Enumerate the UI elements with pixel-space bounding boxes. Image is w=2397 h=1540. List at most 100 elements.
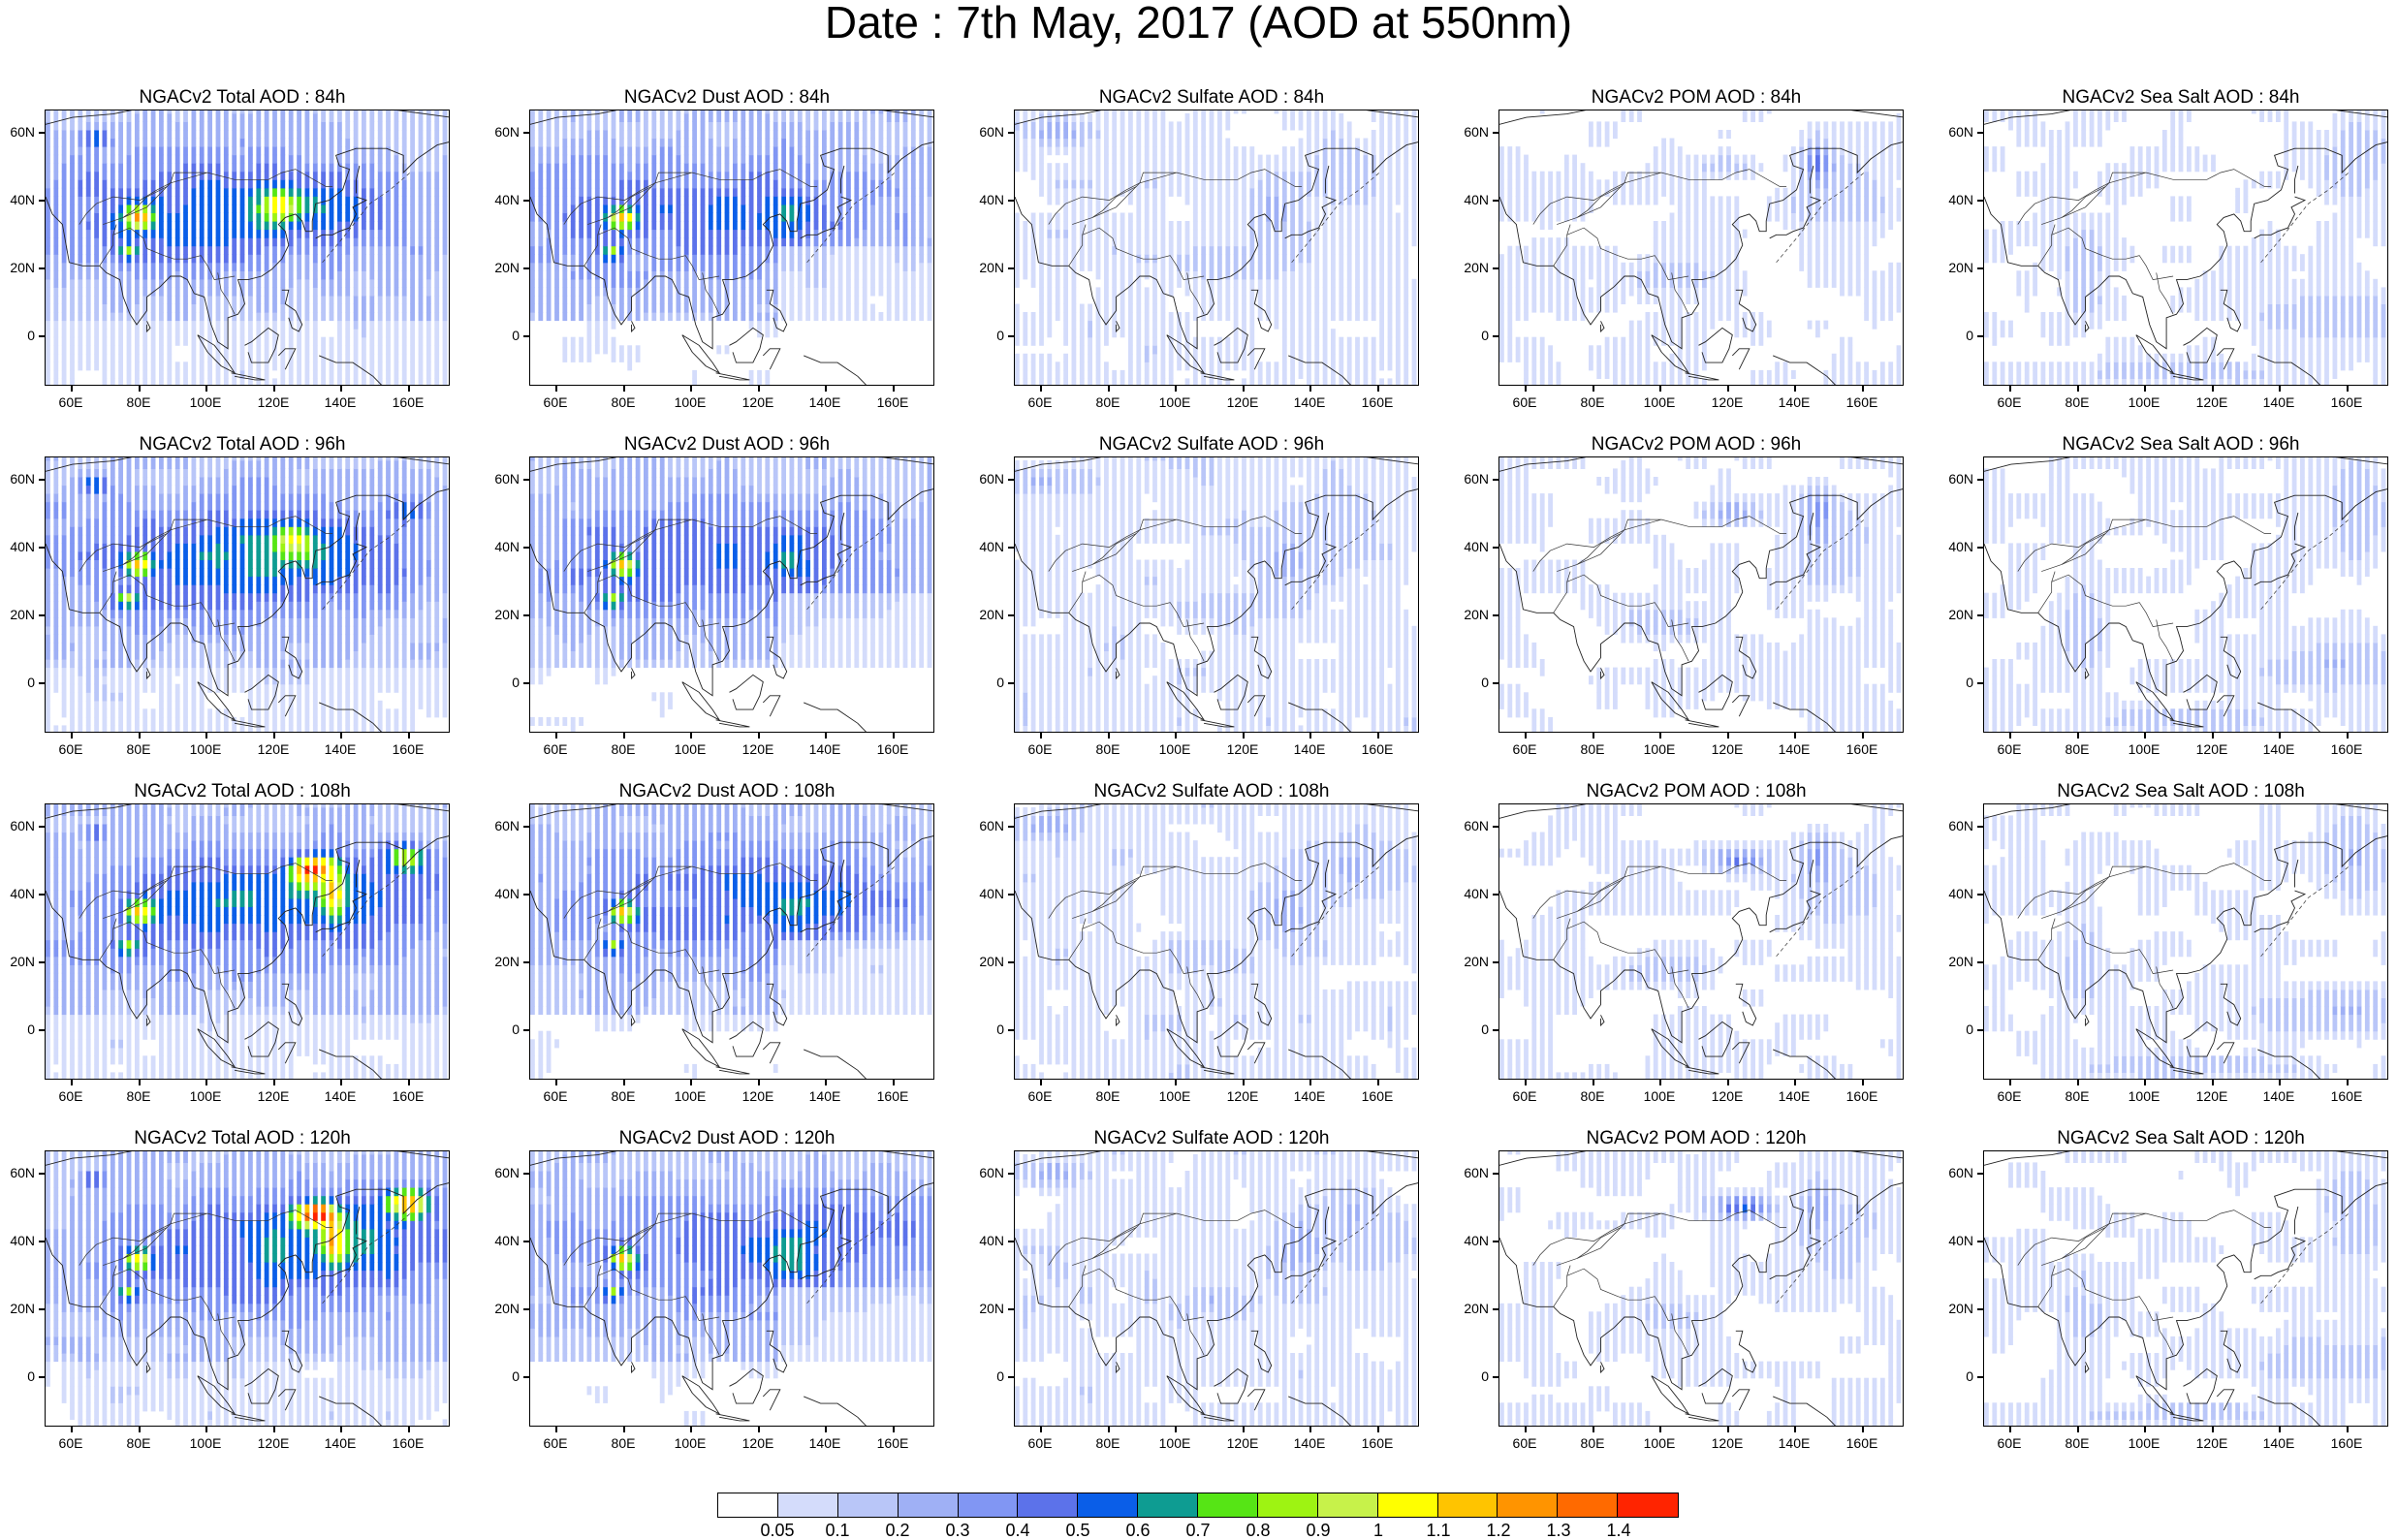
lon-tick-label: 140E [1770,1436,1818,1450]
colorbar-label: 0.1 [808,1522,867,1539]
map-plot-area [45,456,450,733]
lon-tick [2077,1080,2079,1085]
lat-tick [1977,200,1983,202]
lon-tick [1794,733,1796,739]
lon-tick [71,386,73,392]
colorbar-label: 0.9 [1289,1522,1347,1539]
lat-tick-label: 20N [0,261,35,274]
lon-tick [1593,1427,1594,1432]
lon-tick [139,1427,141,1432]
lon-tick [1108,1427,1110,1432]
lat-tick-label: 20N [965,1302,1004,1315]
lon-tick-label: 120E [1218,395,1267,409]
lon-tick [1243,386,1245,392]
lat-tick [39,826,45,828]
panel-title: NGACv2 Sulfate AOD : 108h [1008,781,1415,802]
lat-tick [1008,547,1014,549]
lon-tick-label: 80E [1568,1436,1617,1450]
map-plot-area [529,456,934,733]
lon-tick-label: 100E [1635,1089,1684,1103]
aod-field [1984,457,2388,733]
lat-tick [1493,961,1498,963]
lon-tick-label: 60E [1985,1436,2034,1450]
map-plot-area [1498,803,1904,1080]
aod-field [1984,804,2388,1080]
lon-tick [1659,1427,1661,1432]
lon-tick-label: 140E [2255,395,2303,409]
lon-tick-label: 140E [1770,742,1818,756]
lat-tick-label: 40N [1450,1234,1489,1247]
lon-tick-label: 80E [1084,1436,1132,1450]
lon-tick-label: 80E [599,1089,647,1103]
lat-tick [1008,1376,1014,1378]
lat-tick-label: 20N [1450,261,1489,274]
lon-tick-label: 100E [1151,395,1199,409]
lon-tick [1525,733,1527,739]
lon-tick-label: 80E [2053,395,2101,409]
lat-tick [1493,1173,1498,1175]
aod-field [1499,804,1904,1080]
lat-tick-label: 0 [1935,676,1973,689]
lon-tick-label: 60E [1016,742,1064,756]
lat-tick [1977,1308,1983,1310]
lon-tick-label: 120E [249,395,298,409]
lat-tick [1008,1308,1014,1310]
map-plot-area [1014,803,1419,1080]
lat-tick [523,267,529,269]
lon-tick [1727,733,1729,739]
lat-tick-label: 60N [1935,819,1973,833]
lat-tick [39,614,45,616]
lon-tick [758,733,760,739]
lon-tick-label: 160E [1838,1089,1886,1103]
lat-tick-label: 40N [1935,887,1973,900]
lon-tick [139,386,141,392]
lat-tick [523,479,529,481]
lon-tick-label: 80E [114,742,163,756]
lon-tick [623,1427,625,1432]
lon-tick-label: 140E [2255,1436,2303,1450]
lon-tick-label: 120E [1218,1089,1267,1103]
lon-tick-label: 60E [1500,395,1549,409]
lon-tick-label: 100E [1151,1436,1199,1450]
lon-tick-label: 100E [2120,1089,2168,1103]
lat-tick-label: 0 [1935,1022,1973,1036]
lat-tick [1493,547,1498,549]
lon-tick [2077,386,2079,392]
lon-tick [2077,733,2079,739]
lon-tick [2212,1427,2214,1432]
lon-tick-label: 100E [181,1436,230,1450]
lon-tick [1243,1080,1245,1085]
colorbar-swatch [1138,1493,1198,1517]
lon-tick-label: 160E [868,742,917,756]
lat-tick-label: 0 [481,1369,520,1383]
aod-field [1015,804,1419,1080]
lon-tick [690,733,692,739]
lon-tick-label: 60E [1500,1089,1549,1103]
lon-tick [690,386,692,392]
lon-tick-label: 60E [47,1436,95,1450]
lon-tick [340,386,342,392]
lon-tick-label: 120E [2188,395,2236,409]
lat-tick-label: 60N [965,472,1004,486]
lat-tick-label: 60N [1935,125,1973,139]
lat-tick-label: 20N [481,1302,520,1315]
lon-tick-label: 160E [384,1089,432,1103]
lat-tick-label: 40N [0,193,35,206]
lat-tick-label: 60N [1450,819,1489,833]
lon-tick [340,1080,342,1085]
lon-tick-label: 160E [384,395,432,409]
lon-tick [1727,386,1729,392]
lat-tick-label: 60N [965,819,1004,833]
aod-field [1984,110,2388,386]
panel-title: NGACv2 Sulfate AOD : 120h [1008,1128,1415,1149]
lon-tick-label: 140E [316,1436,364,1450]
lon-tick-label: 100E [666,1089,714,1103]
lon-tick [893,1080,895,1085]
